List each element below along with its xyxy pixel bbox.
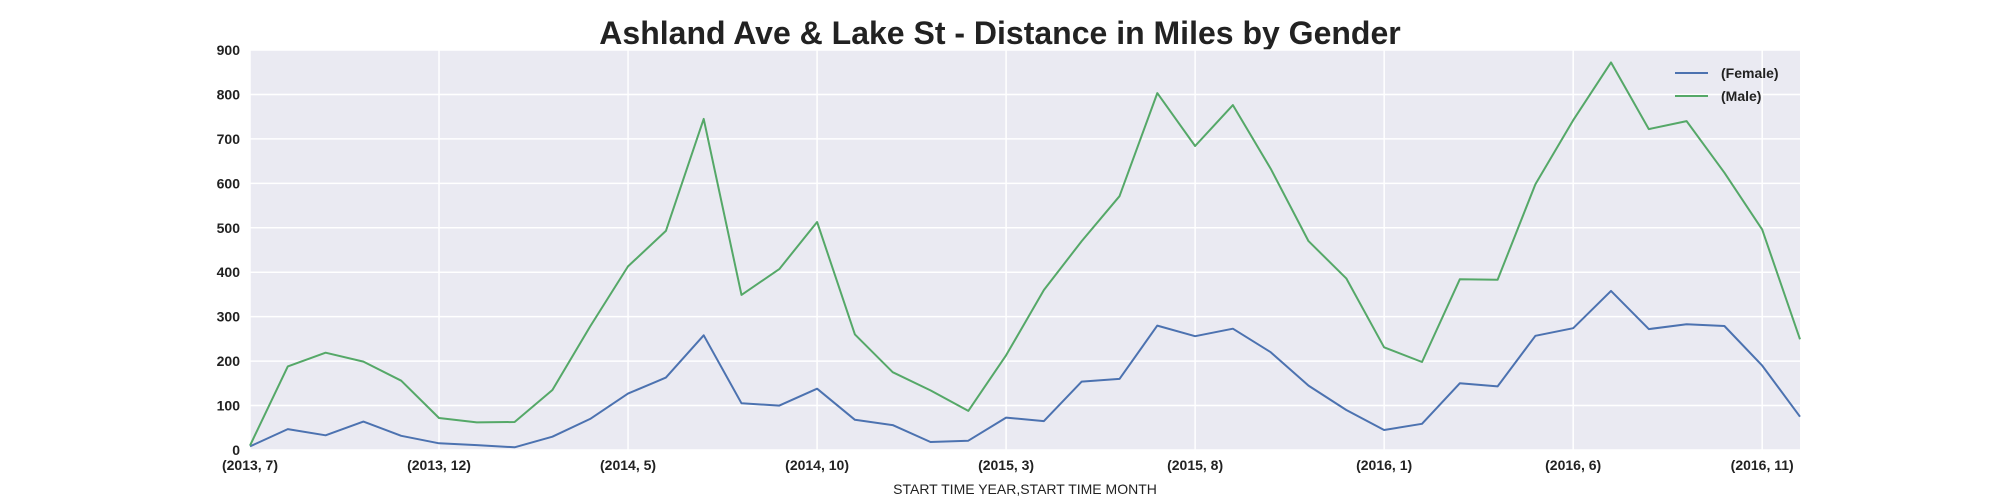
y-tick-label: 100 <box>217 398 241 414</box>
x-tick-label: (2014, 10) <box>785 457 849 473</box>
x-tick-label: (2016, 1) <box>1356 457 1412 473</box>
x-tick-label: (2016, 6) <box>1545 457 1601 473</box>
series-line-0 <box>249 289 1801 449</box>
x-tick-label: (2015, 3) <box>978 457 1034 473</box>
series-lines <box>249 61 1801 449</box>
x-tick-label: (2016, 11) <box>1731 457 1794 473</box>
x-tick-label: (2013, 7) <box>222 457 278 473</box>
y-tick-label: 600 <box>217 175 241 191</box>
plot-area <box>250 50 1800 450</box>
y-tick-label: 700 <box>217 131 241 147</box>
y-tick-label: 900 <box>217 42 241 58</box>
x-tick-label: (2015, 8) <box>1167 457 1223 473</box>
grid-lines <box>249 49 1800 451</box>
series-line-1 <box>249 61 1801 447</box>
y-tick-label: 0 <box>232 442 240 458</box>
y-tick-label: 200 <box>217 353 241 369</box>
x-tick-label: (2013, 12) <box>407 457 471 473</box>
y-tick-label: 500 <box>217 220 241 236</box>
y-tick-label: 300 <box>217 309 241 325</box>
x-tick-label: (2014, 5) <box>600 457 656 473</box>
x-axis-ticks: (2013, 7) (2013, 12) (2014, 5) (2014, 10) (2… <box>222 457 1794 473</box>
x-axis-label: START TIME YEAR,START TIME MONTH <box>893 481 1157 497</box>
y-axis-ticks: 0 100 200 300 400 500 600 700 800 900 <box>217 42 241 458</box>
legend-label: (Male) <box>1721 88 1761 104</box>
legend-label: (Female) <box>1721 65 1779 81</box>
y-tick-label: 800 <box>217 86 241 102</box>
chart-title: Ashland Ave & Lake St - Distance in Mile… <box>599 15 1400 51</box>
legend: (Female) (Male) <box>1675 65 1779 104</box>
y-tick-label: 400 <box>217 264 241 280</box>
